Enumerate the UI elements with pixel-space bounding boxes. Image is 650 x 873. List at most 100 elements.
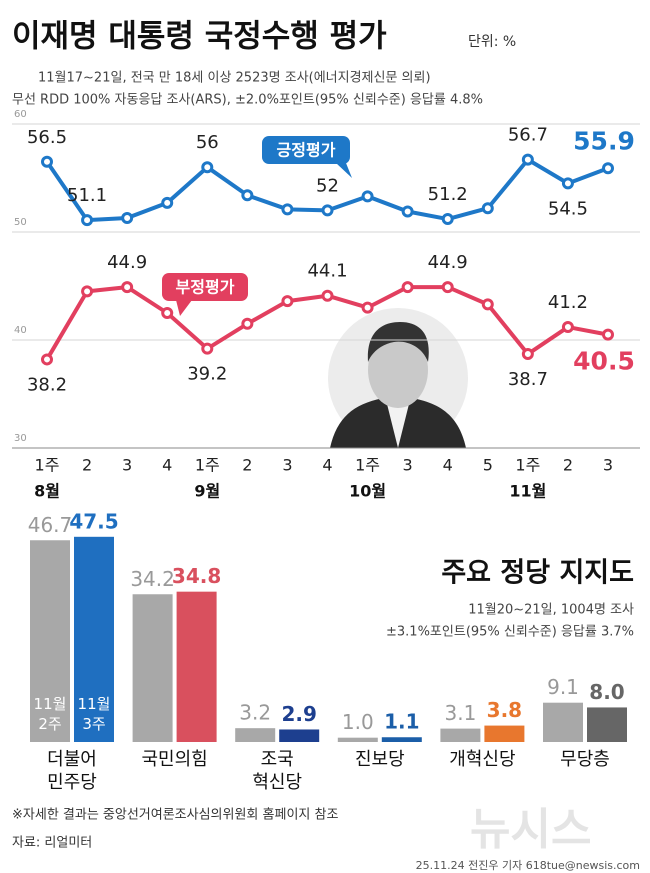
- bar: [381, 737, 422, 742]
- x-tick-label: 3: [122, 456, 132, 475]
- point: [521, 348, 534, 361]
- legend-tail: [176, 300, 192, 316]
- point: [121, 281, 134, 294]
- category-label: 무당층: [560, 749, 610, 770]
- value-label: 1.1: [384, 710, 419, 734]
- point: [321, 289, 334, 302]
- point: [81, 285, 94, 298]
- bar: [132, 594, 173, 742]
- point: [281, 203, 294, 216]
- value-label: 51.1: [67, 185, 107, 206]
- point: [401, 205, 414, 218]
- value-label: 1.0: [342, 710, 374, 734]
- x-tick-label: 3: [603, 456, 613, 475]
- month-label: 11월: [509, 482, 546, 501]
- x-tick-label: 4: [322, 456, 332, 475]
- value-label: 51.2: [428, 184, 468, 205]
- x-tick-label: 2: [242, 456, 252, 475]
- value-label: 34.8: [172, 564, 221, 588]
- value-label: 3.2: [239, 701, 271, 725]
- point: [441, 281, 454, 294]
- point: [481, 298, 494, 311]
- value-label: 40.5: [573, 347, 635, 376]
- point: [561, 321, 574, 334]
- legend-label: 11월 3주: [77, 695, 111, 733]
- point: [441, 213, 454, 226]
- bar-subtitle: 11월20~21일, 1004명 조사: [468, 603, 634, 618]
- y-tick-label: 40: [14, 325, 27, 336]
- bar: [543, 702, 583, 742]
- note: 무선 RDD 100% 자동응답 조사(ARS), ±2.0%포인트(95% 신…: [12, 93, 483, 108]
- y-tick-label: 60: [14, 109, 27, 120]
- point: [521, 153, 534, 166]
- month-label: 9월: [194, 482, 220, 501]
- point: [201, 342, 214, 355]
- y-tick-label: 30: [14, 433, 27, 444]
- category-label: 국민의힘: [141, 749, 208, 770]
- value-label: 2.9: [281, 702, 316, 726]
- legend-label: 긍정평가: [277, 141, 336, 160]
- point: [81, 214, 94, 227]
- legend-box: [162, 273, 248, 301]
- bar: [587, 707, 627, 742]
- value-label: 56: [196, 132, 219, 153]
- value-label: 9.1: [547, 675, 579, 699]
- bar: [279, 729, 320, 742]
- value-label: 54.5: [548, 198, 588, 219]
- point: [602, 328, 614, 341]
- bar: [74, 536, 114, 742]
- point: [241, 189, 254, 202]
- x-tick-label: 1주: [515, 456, 540, 475]
- x-tick-label: 1주: [195, 456, 220, 475]
- bar: [30, 540, 70, 742]
- value-label: 55.9: [573, 126, 635, 155]
- point: [121, 211, 134, 224]
- legend-box: [262, 136, 350, 164]
- point: [161, 196, 174, 209]
- category-label: 조국 혁신당: [252, 749, 303, 793]
- value-label: 46.7: [28, 513, 73, 537]
- value-label: 3.1: [444, 701, 476, 725]
- y-tick-label: 50: [14, 217, 27, 228]
- note: 11월17~21일, 전국 만 18세 이상 2523명 조사(에너지경제신문 …: [38, 71, 431, 86]
- point: [561, 177, 574, 190]
- point: [281, 295, 294, 308]
- bar: [337, 737, 378, 742]
- point: [401, 281, 414, 294]
- bar: [176, 591, 217, 742]
- bar-title: 주요 정당 지지도: [441, 558, 634, 589]
- logo: 뉴시스: [470, 804, 591, 855]
- photo-face: [368, 332, 428, 408]
- value-label: 52: [316, 175, 339, 196]
- photo: [328, 308, 468, 448]
- value-label: 3.8: [487, 698, 522, 722]
- value-label: 34.2: [130, 567, 175, 591]
- x-tick-label: 4: [443, 456, 453, 475]
- bar: [440, 728, 481, 742]
- category-label: 진보당: [354, 749, 405, 770]
- bar-subtitle: ±3.1%포인트(95% 신뢰수준) 응답률 3.7%: [386, 625, 634, 640]
- point: [321, 204, 334, 217]
- category-label: 더불어 민주당: [47, 749, 97, 793]
- photo-hair: [367, 322, 429, 362]
- category-label: 개혁신당: [449, 749, 516, 770]
- bar: [484, 725, 525, 742]
- value-label: 8.0: [589, 680, 624, 704]
- x-tick-label: 2: [82, 456, 92, 475]
- point: [481, 202, 494, 215]
- point: [602, 162, 614, 175]
- value-label: 39.2: [187, 364, 227, 385]
- x-tick-label: 5: [483, 456, 493, 475]
- unit: 단위: %: [468, 34, 516, 50]
- value-label: 38.7: [508, 369, 548, 390]
- point: [361, 301, 374, 314]
- bar: [235, 728, 276, 742]
- credit: 25.11.24 전진우 기자 618tue@newsis.com: [416, 859, 640, 872]
- title: 이재명 대통령 국정수행 평가: [12, 19, 387, 55]
- month-label: 10월: [349, 482, 386, 501]
- value-label: 47.5: [69, 509, 118, 533]
- point: [241, 317, 254, 330]
- value-label: 56.7: [508, 125, 548, 146]
- legend-label: 11월 2주: [33, 695, 67, 733]
